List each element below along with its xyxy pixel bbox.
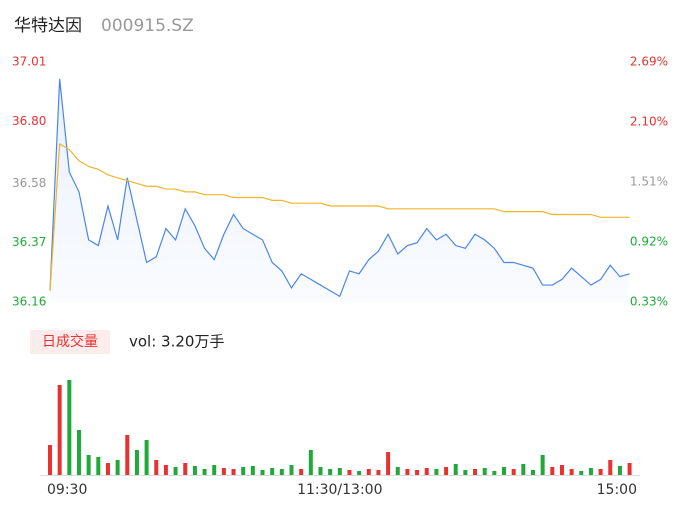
volume-button-bg[interactable] — [30, 330, 110, 354]
y2-tick-label: 0.33% — [630, 295, 668, 309]
y-tick-label: 36.16 — [12, 295, 46, 309]
volume-bar — [183, 463, 188, 475]
volume-bar — [105, 463, 110, 475]
volume-bar — [202, 469, 207, 475]
volume-bar — [173, 467, 178, 475]
volume-bar — [357, 471, 362, 475]
volume-bar — [289, 465, 294, 475]
volume-bar — [569, 469, 574, 475]
volume-bar — [617, 466, 622, 475]
volume-bar — [250, 466, 255, 475]
y-tick-label: 37.01 — [12, 55, 46, 69]
volume-bar — [405, 469, 410, 475]
volume-bar — [67, 380, 72, 475]
volume-bar — [221, 468, 226, 475]
volume-bar — [530, 470, 535, 475]
volume-bar — [241, 467, 246, 475]
volume-bar — [502, 467, 507, 475]
volume-bar — [337, 468, 342, 475]
volume-bar — [212, 465, 217, 475]
volume-bar — [279, 469, 284, 475]
volume-bar — [76, 430, 81, 475]
volume-bar — [299, 469, 304, 475]
volume-bar — [598, 469, 603, 475]
y2-tick-label: 2.10% — [630, 115, 668, 129]
volume-button[interactable]: 日成交量 — [42, 333, 98, 350]
y-tick-label: 36.80 — [12, 114, 46, 128]
volume-bar — [559, 465, 564, 475]
x-tick-label: 15:00 — [597, 482, 637, 498]
volume-bar — [366, 469, 371, 475]
volume-bar — [550, 467, 555, 475]
average-line — [49, 142, 630, 291]
volume-bar — [163, 465, 168, 475]
volume-bar — [511, 469, 516, 475]
volume-bar — [48, 445, 52, 475]
y-tick-label: 36.37 — [12, 235, 46, 249]
volume-bar — [473, 469, 478, 475]
volume-bar — [347, 470, 352, 475]
volume-bar — [144, 440, 149, 475]
volume-bar — [57, 385, 62, 475]
y2-tick-label: 1.51% — [630, 175, 668, 189]
volume-bar — [492, 471, 497, 475]
volume-bar — [386, 452, 391, 475]
volume-bar — [627, 463, 632, 475]
volume-bar — [318, 467, 323, 475]
volume-bar — [453, 464, 458, 475]
volume-bar — [444, 467, 449, 475]
x-tick-label: 11:30/13:00 — [297, 482, 382, 498]
volume-bar — [125, 435, 130, 475]
volume-bar — [270, 468, 275, 475]
volume-bar — [588, 468, 593, 475]
volume-bar — [308, 450, 313, 475]
volume-bar — [328, 469, 333, 475]
volume-bar — [415, 470, 420, 475]
volume-bar — [463, 470, 468, 475]
x-tick-label: 09:30 — [47, 482, 87, 498]
volume-bar — [134, 450, 139, 475]
volume-bar — [192, 466, 197, 475]
volume-bar — [608, 460, 613, 475]
volume-bar — [521, 464, 526, 475]
y-tick-label: 36.58 — [12, 176, 46, 190]
y2-tick-label: 2.69% — [630, 55, 668, 69]
volume-bar — [395, 467, 400, 475]
volume-bar — [376, 470, 381, 475]
volume-bar — [154, 460, 159, 475]
volume-text: vol: 3.20万手 — [129, 333, 224, 351]
price-area — [50, 78, 630, 302]
price-line — [49, 78, 630, 298]
volume-bar — [482, 468, 487, 475]
chart-title: 华特达因 — [14, 16, 82, 36]
volume-bar — [579, 471, 584, 475]
volume-bar — [115, 460, 120, 475]
volume-bar — [86, 455, 91, 475]
chart-subtitle: 000915.SZ — [101, 16, 194, 36]
volume-bar — [434, 469, 439, 475]
volume-bar — [540, 455, 545, 475]
volume-bar — [231, 469, 236, 475]
volume-bar — [96, 457, 101, 475]
y2-tick-label: 0.92% — [630, 235, 668, 249]
volume-bar — [260, 470, 265, 475]
volume-bar — [424, 468, 429, 475]
